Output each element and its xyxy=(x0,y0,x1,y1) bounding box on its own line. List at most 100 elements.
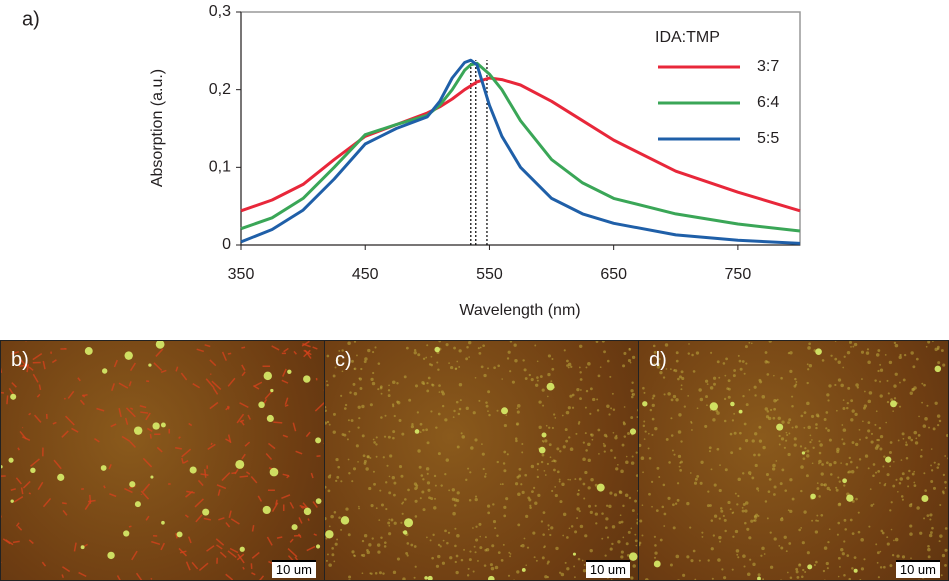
speck xyxy=(826,393,830,397)
speck xyxy=(920,448,923,451)
speck xyxy=(242,566,245,570)
speck xyxy=(400,474,404,478)
speck xyxy=(353,341,357,343)
speck xyxy=(742,554,746,558)
speck xyxy=(530,464,535,469)
speck xyxy=(444,473,447,476)
speck xyxy=(625,455,628,458)
speck xyxy=(759,380,763,384)
speck xyxy=(328,525,331,528)
speck xyxy=(558,478,561,481)
speck xyxy=(284,404,289,407)
x-tick-label: 750 xyxy=(725,266,752,283)
speck xyxy=(325,421,327,425)
speck xyxy=(738,447,742,450)
speck xyxy=(521,451,524,454)
speck xyxy=(388,491,392,495)
speck xyxy=(784,489,788,492)
speck xyxy=(860,350,865,354)
speck xyxy=(522,359,525,362)
speck xyxy=(645,578,649,580)
speck xyxy=(465,357,469,361)
speck xyxy=(931,469,934,472)
speck xyxy=(823,417,827,421)
speck xyxy=(793,437,797,441)
speck xyxy=(654,426,658,431)
speck xyxy=(635,474,638,477)
speck xyxy=(851,499,855,503)
speck xyxy=(719,464,721,467)
speck xyxy=(28,539,34,545)
speck xyxy=(371,537,374,540)
speck xyxy=(376,543,381,547)
speck xyxy=(524,377,528,380)
speck xyxy=(118,408,122,418)
speck xyxy=(427,488,431,492)
speck xyxy=(419,422,423,426)
speck xyxy=(875,471,878,474)
speck xyxy=(417,449,421,453)
speck xyxy=(815,560,818,564)
speck xyxy=(17,525,23,531)
speck xyxy=(195,514,203,523)
speck xyxy=(780,437,785,441)
speck xyxy=(613,493,618,497)
speck xyxy=(340,480,343,483)
speck xyxy=(689,526,692,529)
speck xyxy=(620,550,624,554)
speck xyxy=(622,364,626,368)
speck xyxy=(485,401,488,404)
speck xyxy=(53,459,62,470)
speck xyxy=(713,514,718,518)
speck xyxy=(936,424,940,427)
speck xyxy=(942,363,946,367)
speck xyxy=(273,421,283,424)
speck xyxy=(581,559,584,562)
speck xyxy=(326,420,330,424)
speck xyxy=(620,520,624,524)
speck xyxy=(515,439,518,443)
speck xyxy=(180,372,188,381)
plot-frame xyxy=(240,11,801,246)
speck xyxy=(325,559,328,562)
speck xyxy=(717,558,721,562)
speck xyxy=(718,535,722,540)
speck xyxy=(809,441,812,444)
speck xyxy=(585,449,588,452)
speck xyxy=(923,383,926,387)
speck xyxy=(150,577,153,580)
speck xyxy=(549,456,552,459)
speck xyxy=(713,483,717,487)
speck xyxy=(142,457,153,468)
speck xyxy=(511,380,515,384)
speck xyxy=(630,461,635,465)
speck xyxy=(699,481,703,485)
y-tick-label: 0,3 xyxy=(209,3,231,20)
speck xyxy=(550,526,554,530)
speck xyxy=(259,575,265,580)
speck xyxy=(856,386,859,389)
speck xyxy=(414,486,418,491)
speck xyxy=(837,556,841,560)
speck xyxy=(562,534,565,537)
speck xyxy=(326,384,329,387)
speck xyxy=(836,409,838,412)
speck xyxy=(22,480,31,489)
speck xyxy=(818,440,821,443)
speck xyxy=(441,561,446,565)
speck xyxy=(821,463,824,466)
speck xyxy=(889,509,892,512)
speck xyxy=(441,392,445,396)
speck xyxy=(156,446,163,453)
speck xyxy=(930,464,932,467)
speck xyxy=(915,357,919,361)
speck xyxy=(914,441,919,445)
speck xyxy=(80,545,85,550)
speck xyxy=(696,475,700,478)
speck xyxy=(387,435,391,439)
speck xyxy=(850,345,852,348)
speck xyxy=(692,370,696,373)
speck xyxy=(727,379,731,383)
speck xyxy=(944,455,947,457)
speck xyxy=(868,391,873,395)
